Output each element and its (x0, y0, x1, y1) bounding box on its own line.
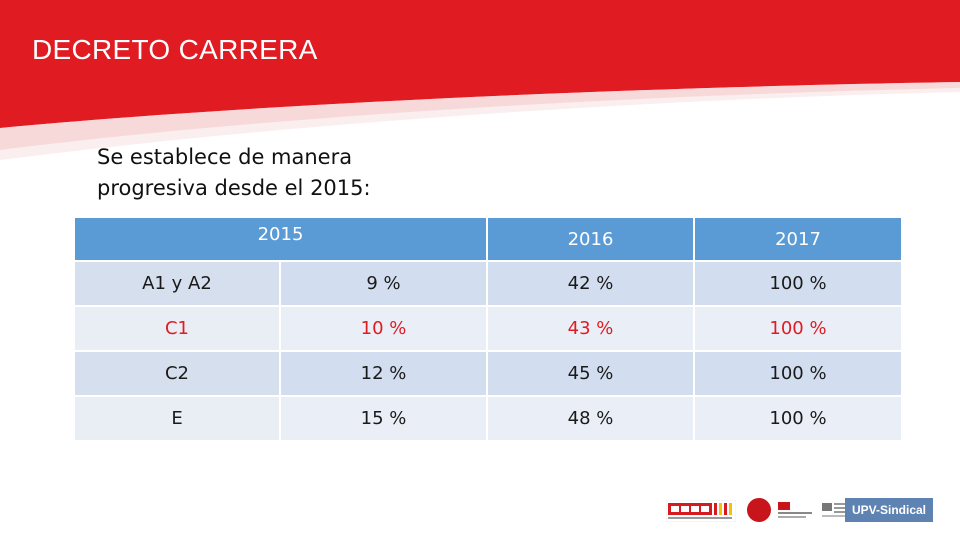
cell-2015: 12 % (279, 350, 488, 397)
intro-line-1: Se establece de manera (97, 145, 353, 169)
header-2015: 2015 (73, 216, 488, 262)
header-banner (0, 0, 960, 160)
row-group: C1 (73, 305, 281, 352)
intro-text: Se establece de manera progresiva desde … (97, 142, 517, 204)
header-2017: 2017 (693, 216, 903, 262)
cell-2015: 9 % (279, 260, 488, 307)
ugt-logo (747, 498, 771, 522)
ccoo-logo (666, 500, 736, 522)
cell-2016: 45 % (486, 350, 695, 397)
table-row: A1 y A2 9 % 42 % 100 % (73, 260, 903, 307)
cell-2017: 100 % (693, 260, 903, 307)
row-group: A1 y A2 (73, 260, 281, 307)
cell-2016: 48 % (486, 395, 695, 442)
cell-2015: 15 % (279, 395, 488, 442)
cell-2017: 100 % (693, 305, 903, 352)
intro-line-2: progresiva desde el 2015: (97, 176, 371, 200)
cell-2017: 100 % (693, 395, 903, 442)
upv-sindical-logo: UPV-Sindical (845, 498, 933, 522)
partner-logo (822, 503, 854, 517)
cell-2017: 100 % (693, 350, 903, 397)
cell-2015: 10 % (279, 305, 488, 352)
row-group: E (73, 395, 281, 442)
union-logo (778, 502, 812, 518)
table-row: E 15 % 48 % 100 % (73, 395, 903, 442)
cell-2016: 42 % (486, 260, 695, 307)
percent-table: 2015 2016 2017 A1 y A2 9 % 42 % 100 % C1… (73, 216, 903, 442)
table-row: C1 10 % 43 % 100 % (73, 305, 903, 352)
page-title: DECRETO CARRERA (32, 34, 318, 65)
cell-2016: 43 % (486, 305, 695, 352)
row-group: C2 (73, 350, 281, 397)
table-row: C2 12 % 45 % 100 % (73, 350, 903, 397)
footer-logos: UPV-Sindical (660, 496, 940, 528)
header-2016: 2016 (486, 216, 695, 262)
